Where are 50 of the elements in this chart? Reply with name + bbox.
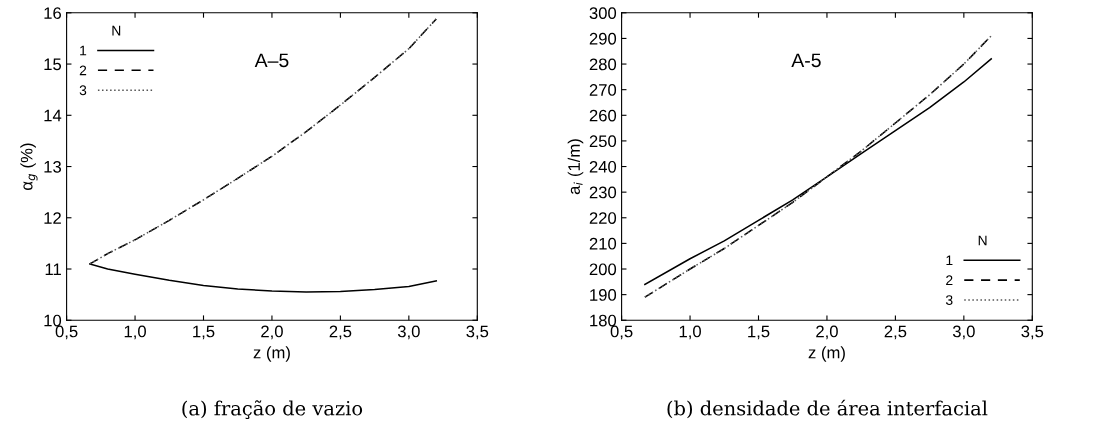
x-tick-label: 2,5: [329, 325, 352, 340]
y-tick-label: 240: [589, 160, 617, 173]
text: (a) fração de vazio: [182, 400, 363, 420]
x-tick-label: 3,0: [397, 325, 420, 340]
x-tick-label: 2,0: [261, 325, 283, 340]
legend-title: N: [978, 235, 987, 246]
y-tick-label: 15: [44, 58, 62, 71]
legend-label: 1: [80, 45, 87, 56]
x-tick-label: 3,0: [952, 325, 975, 340]
legend-label: 3: [945, 295, 953, 305]
y-tick-label: 210: [589, 237, 617, 250]
y-tick-label: 250: [589, 135, 617, 148]
legend-label: 3: [79, 85, 87, 96]
legend-label: 2: [79, 65, 87, 76]
y-tick-label: 12: [44, 212, 61, 224]
legend-title: N: [112, 25, 121, 36]
x-tick-label: 1,5: [193, 325, 215, 340]
y-tick-label: 280: [589, 58, 617, 71]
y-tick-label: 16: [44, 7, 62, 20]
x-tick-label: 3,5: [466, 325, 489, 340]
y-tick-label: 220: [589, 212, 617, 224]
legend-label: 2: [946, 275, 953, 285]
text: (b) densidade de área interfacial: [667, 399, 988, 419]
y-tick-label: 190: [590, 289, 617, 301]
x-tick-label: 0,5: [55, 325, 78, 340]
y-tick-label: 14: [44, 109, 62, 122]
x-tick-label: 0,5: [610, 325, 633, 340]
y-tick-label: 13: [44, 160, 62, 173]
x-tick-label: 1,0: [679, 325, 701, 340]
x-axis-title: z (m): [253, 346, 290, 362]
x-axis-title: z (m): [808, 346, 845, 362]
y-tick-label: 200: [589, 263, 617, 276]
x-tick-label: 2,5: [884, 325, 907, 340]
y-axis-title: a$_{i}$ (1/m): [567, 139, 584, 195]
y-tick-label: 290: [589, 32, 617, 45]
x-tick-label: 1,0: [124, 325, 146, 340]
y-tick-label: 300: [589, 7, 617, 20]
x-tick-label: 3,5: [1021, 325, 1044, 340]
y-tick-label: 230: [589, 186, 617, 199]
y-tick-label: 11: [45, 263, 61, 276]
y-tick-label: 10: [44, 314, 62, 327]
y-tick-label: 270: [589, 84, 617, 96]
annotation: A–5: [254, 53, 289, 68]
x-tick-label: 1,5: [748, 325, 770, 340]
y-tick-label: 260: [589, 109, 617, 122]
annotation: A-5: [791, 53, 821, 68]
y-axis-title: α$_{g}$ (%): [20, 143, 38, 190]
y-tick-label: 180: [590, 314, 617, 327]
x-tick-label: 2,0: [816, 325, 838, 340]
legend-label: 1: [946, 255, 953, 266]
